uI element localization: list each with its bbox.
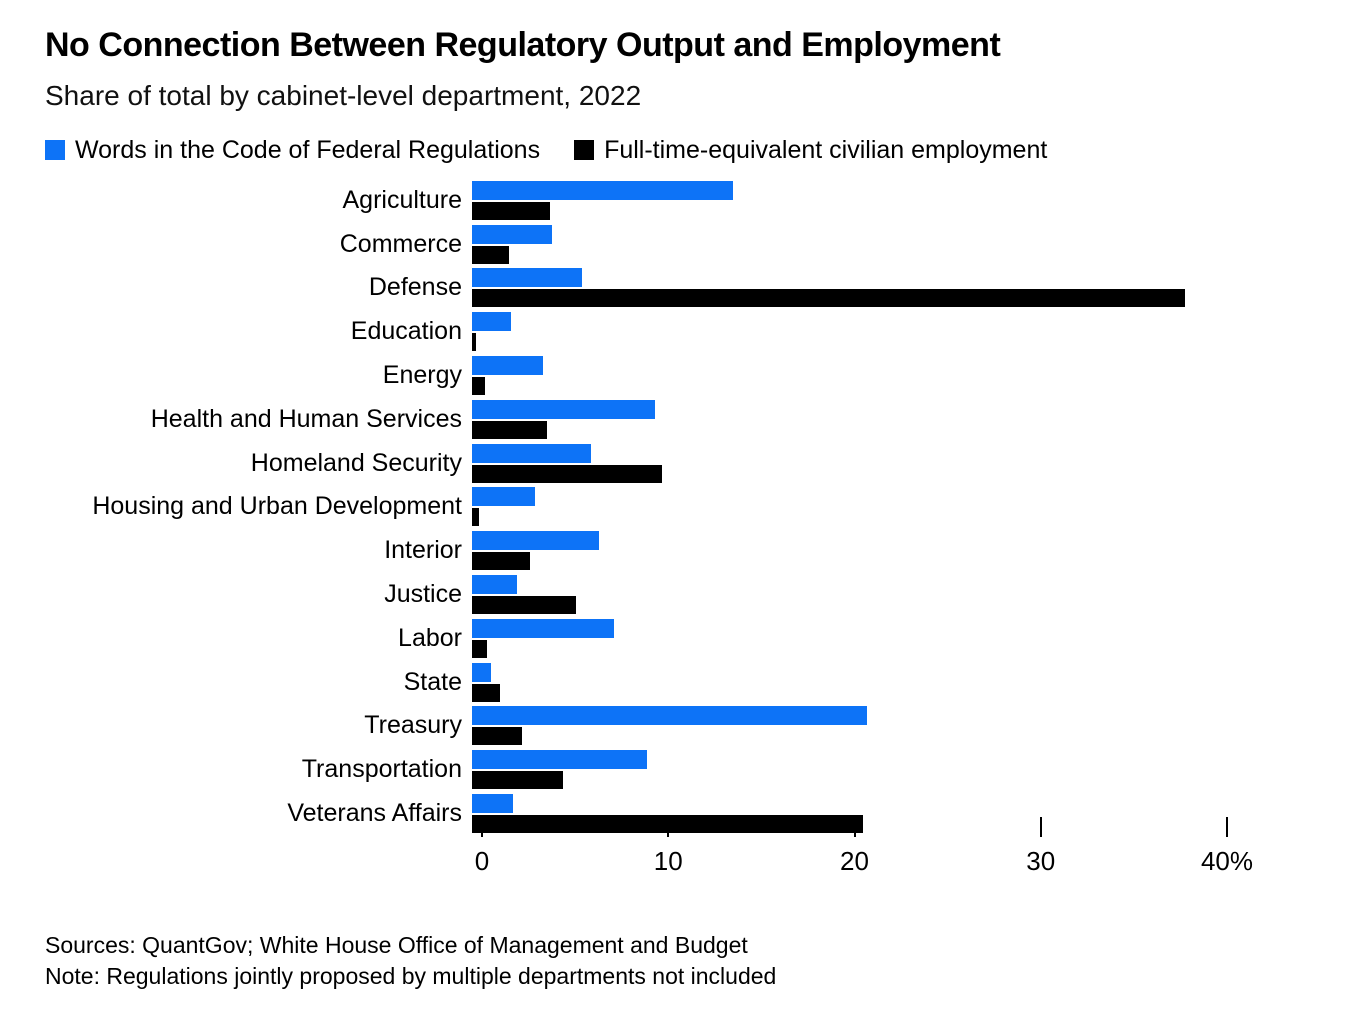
axis-tick-label: 20 — [840, 845, 869, 876]
bar-employment — [472, 464, 662, 483]
category-label: Interior — [384, 536, 462, 565]
bar-group — [472, 662, 1217, 702]
chart-row: Housing and Urban Development — [45, 487, 1327, 531]
axis-tick-label: 30 — [1026, 845, 1056, 876]
category-label: Defense — [368, 273, 462, 302]
bar-employment — [472, 377, 486, 396]
bar-employment — [472, 596, 577, 615]
chart-row: Education — [45, 312, 1327, 356]
bar-employment — [472, 771, 564, 790]
chart-row: Transportation — [45, 750, 1327, 794]
bar-words — [472, 487, 536, 507]
bar-group — [472, 180, 1217, 220]
bar-words — [472, 618, 614, 638]
chart-row: Treasury — [45, 706, 1327, 750]
chart-row: State — [45, 662, 1327, 707]
chart-row: Defense — [45, 268, 1327, 312]
chart-row: Energy — [45, 356, 1327, 400]
category-label: Treasury — [364, 711, 462, 740]
category-label: Homeland Security — [250, 448, 462, 477]
bar-words — [472, 706, 867, 726]
bar-group — [472, 794, 1217, 834]
footer: Sources: QuantGov; White House Office of… — [45, 930, 1327, 992]
bar-employment — [472, 289, 1186, 308]
bar-words — [472, 399, 655, 419]
chart-row: Veterans Affairs — [45, 794, 1327, 838]
bar-employment — [472, 201, 551, 220]
bar-chart: Agriculture Commerce Defense Education Energ… — [45, 180, 1327, 838]
bar-group — [472, 618, 1217, 658]
chart-row: Justice — [45, 575, 1327, 619]
category-label: Justice — [384, 580, 462, 609]
bar-employment — [472, 552, 530, 571]
bar-words — [472, 224, 553, 244]
axis-tick-label: 40% — [1200, 845, 1254, 876]
category-label: Veterans Affairs — [287, 799, 462, 828]
sources-line: Sources: QuantGov; White House Office of… — [45, 931, 748, 958]
bar-group — [472, 224, 1217, 264]
bar-words — [472, 180, 733, 200]
category-label: Housing and Urban Development — [92, 492, 462, 521]
bar-words — [472, 794, 513, 814]
chart-row: Agriculture — [45, 180, 1327, 225]
legend-swatch-words-icon — [45, 140, 65, 161]
legend-label-employment: Full-time-equivalent civilian employment — [604, 135, 1048, 164]
legend-label-words: Words in the Code of Federal Regulations — [75, 135, 541, 164]
category-label: Agriculture — [342, 185, 463, 214]
legend-item-words: Words in the Code of Federal Regulations — [45, 136, 540, 165]
legend: Words in the Code of Federal Regulations… — [45, 136, 1327, 165]
bar-group — [472, 487, 1217, 527]
category-label: Transportation — [301, 755, 462, 784]
chart-row: Health and Human Services — [45, 399, 1327, 444]
legend-item-employment: Full-time-equivalent civilian employment — [574, 136, 1047, 165]
bar-group — [472, 531, 1217, 571]
bar-group — [472, 268, 1217, 308]
bar-words — [472, 356, 543, 376]
chart-row: Labor — [45, 618, 1327, 663]
chart-row: Interior — [45, 531, 1327, 575]
bar-words — [472, 575, 517, 595]
chart-subtitle: Share of total by cabinet-level departme… — [45, 80, 642, 112]
chart-title: No Connection Between Regulatory Output … — [45, 26, 1001, 64]
chart-row: Commerce — [45, 224, 1327, 269]
bar-employment — [472, 245, 510, 264]
category-label: Labor — [398, 623, 462, 652]
bar-words — [472, 750, 648, 770]
bar-words — [472, 312, 512, 332]
note-line: Note: Regulations jointly proposed by mu… — [45, 962, 777, 989]
category-label: Education — [350, 317, 462, 346]
bar-group — [472, 399, 1217, 439]
category-label: Energy — [382, 361, 462, 390]
x-axis: 0 10 20 30 40% — [475, 845, 1253, 882]
bar-employment — [472, 333, 476, 352]
bar-group — [472, 575, 1217, 615]
bar-group — [472, 750, 1217, 790]
bar-group — [472, 443, 1217, 483]
legend-swatch-employment-icon — [574, 140, 595, 161]
axis-tick — [1226, 816, 1228, 837]
axis-tick-label: 10 — [653, 845, 683, 876]
bar-words — [472, 443, 592, 463]
bar-employment — [472, 508, 480, 527]
category-label: Commerce — [339, 229, 462, 258]
chart-row: Homeland Security — [45, 443, 1327, 488]
bar-group — [472, 706, 1217, 746]
bar-group — [472, 312, 1217, 352]
category-label: Health and Human Services — [150, 404, 462, 433]
bar-words — [472, 662, 491, 682]
bar-employment — [472, 727, 523, 746]
bar-words — [472, 268, 582, 288]
bar-employment — [472, 683, 500, 702]
bar-group — [472, 356, 1217, 396]
bar-employment — [472, 639, 487, 658]
bar-words — [472, 531, 599, 551]
bar-employment — [472, 815, 864, 834]
bar-employment — [472, 420, 547, 439]
axis-tick-label: 0 — [474, 845, 490, 876]
axis-tick — [1039, 816, 1042, 837]
category-label: State — [403, 667, 462, 696]
